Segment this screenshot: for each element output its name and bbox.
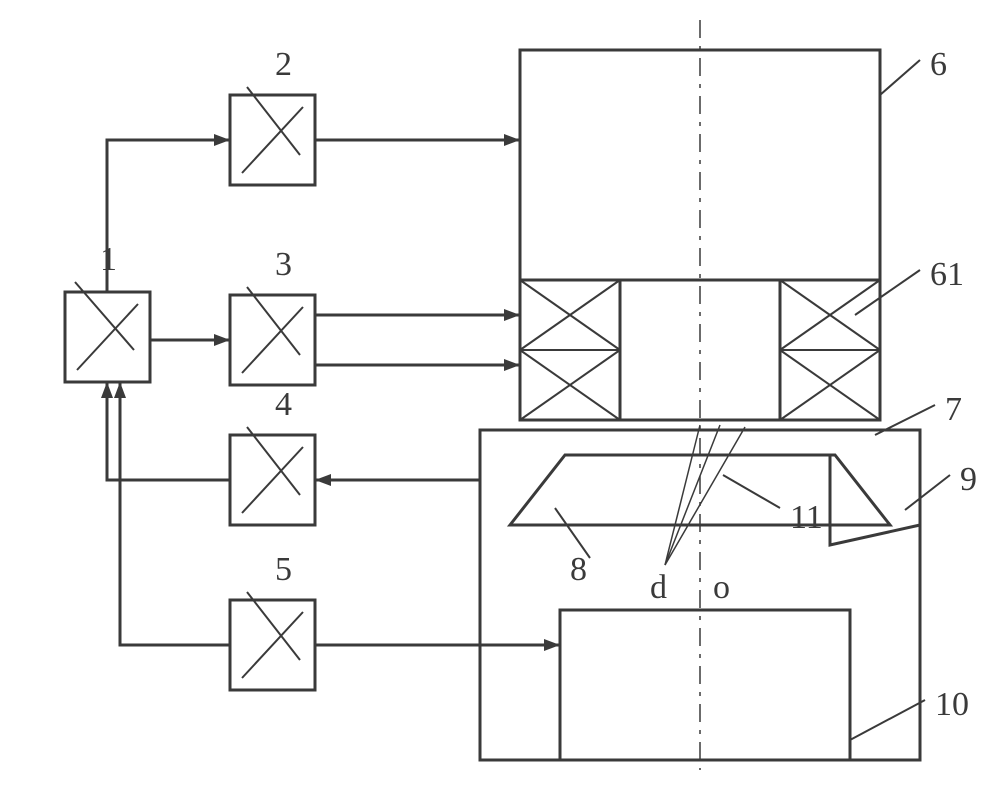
- label-l3: 3: [275, 246, 292, 283]
- arrow-a_1_2: [107, 140, 230, 292]
- label-l8: 8: [570, 551, 587, 588]
- label-ld: d: [650, 569, 667, 606]
- label-l9-leader: [905, 475, 950, 510]
- label-l10: 10: [935, 686, 969, 723]
- label-l11-leader: [723, 475, 780, 508]
- arrow-a_4_1-head: [101, 382, 113, 398]
- box-9-notch: [830, 455, 920, 545]
- arrow-a_5_1-head: [114, 382, 126, 398]
- label-l2: 2: [275, 46, 292, 83]
- label-l3-leader: [247, 287, 300, 355]
- ray-p2: [665, 425, 720, 565]
- label-l4: 4: [275, 386, 292, 423]
- label-l61-leader: [855, 270, 920, 315]
- ray-p1: [665, 425, 700, 565]
- ray-p3: [665, 427, 745, 565]
- label-l6-leader: [880, 60, 920, 95]
- label-l4-leader: [247, 427, 300, 495]
- arrow-a_5_1: [120, 382, 230, 645]
- label-l5-leader: [247, 592, 300, 660]
- label-l2-leader: [247, 87, 300, 155]
- label-l61: 61: [930, 256, 964, 293]
- label-l9: 9: [960, 461, 977, 498]
- label-l10-leader: [850, 700, 925, 740]
- label-l5: 5: [275, 551, 292, 588]
- label-l1: 1: [100, 241, 117, 278]
- label-l6: 6: [930, 46, 947, 83]
- label-l7: 7: [945, 391, 962, 428]
- box-10: [560, 610, 850, 760]
- label-l11: 11: [790, 499, 823, 536]
- label-lo: o: [713, 569, 730, 606]
